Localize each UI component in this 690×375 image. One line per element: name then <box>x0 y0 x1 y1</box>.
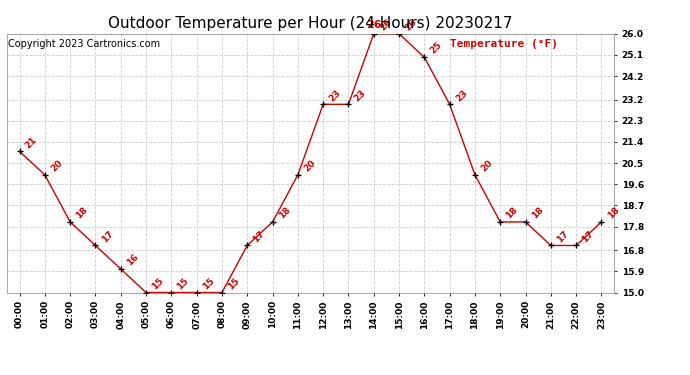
Text: Temperature (°F): Temperature (°F) <box>450 39 558 49</box>
Text: 26: 26 <box>366 20 382 30</box>
Text: 15: 15 <box>175 276 190 291</box>
Title: Outdoor Temperature per Hour (24 Hours) 20230217: Outdoor Temperature per Hour (24 Hours) … <box>108 16 513 31</box>
Text: 18: 18 <box>606 206 621 220</box>
Text: 18: 18 <box>504 206 520 220</box>
Text: 15: 15 <box>201 276 216 291</box>
Text: 20: 20 <box>479 158 494 174</box>
Text: 15: 15 <box>150 276 166 291</box>
Text: 17: 17 <box>99 229 115 244</box>
Text: 23: 23 <box>454 88 469 103</box>
Text: 21: 21 <box>23 135 39 150</box>
Text: 18: 18 <box>75 206 90 220</box>
Text: 26: 26 <box>403 17 418 32</box>
Text: 26: 26 <box>378 17 393 32</box>
Text: 18: 18 <box>277 206 292 220</box>
Text: 17: 17 <box>580 229 595 244</box>
Text: 16: 16 <box>125 252 140 268</box>
Text: 18: 18 <box>530 206 545 220</box>
Text: 17: 17 <box>251 229 267 244</box>
Text: 23: 23 <box>327 88 342 103</box>
Text: 17: 17 <box>555 229 571 244</box>
Text: 23: 23 <box>353 88 368 103</box>
Text: 20: 20 <box>302 158 317 174</box>
Text: Copyright 2023 Cartronics.com: Copyright 2023 Cartronics.com <box>8 39 159 49</box>
Text: 15: 15 <box>226 276 242 291</box>
Text: 20: 20 <box>49 158 64 174</box>
Text: 25: 25 <box>428 40 444 56</box>
